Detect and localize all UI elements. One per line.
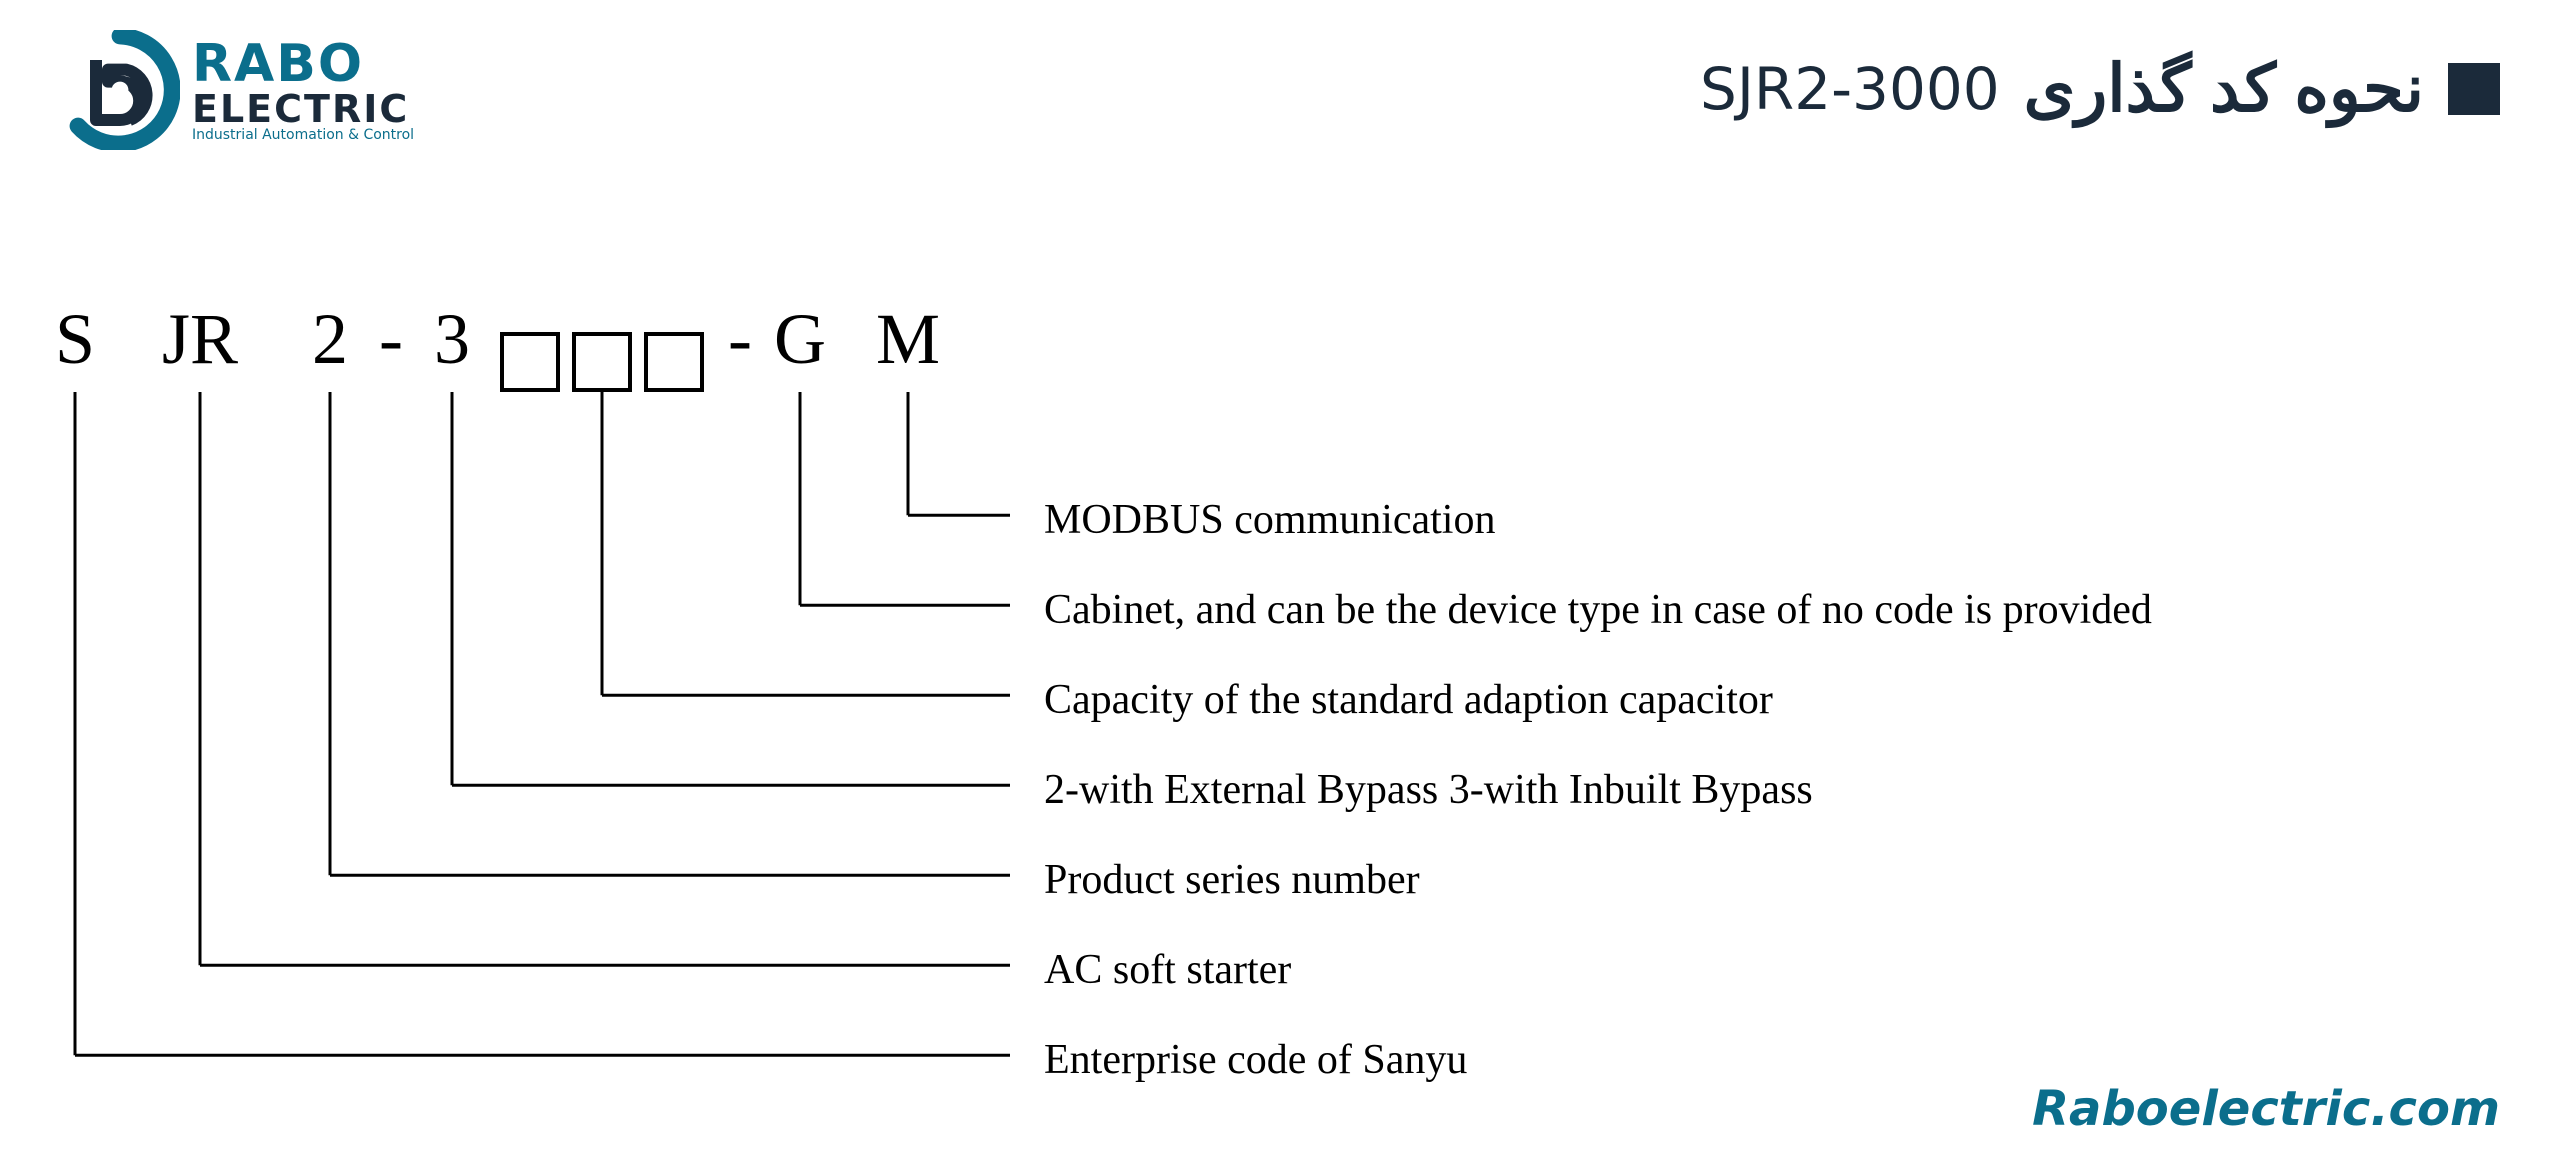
title-fa: نحوه کد گذاری xyxy=(2024,50,2424,127)
title-bullet-icon xyxy=(2448,63,2500,115)
code-box xyxy=(644,332,704,392)
desc-JR: AC soft starter xyxy=(1044,949,1291,991)
code-char-S: S xyxy=(55,298,95,381)
code-char-JR: JR xyxy=(162,298,238,381)
logo: RABO ELECTRIC Industrial Automation & Co… xyxy=(60,30,414,150)
desc-box2: Capacity of the standard adaption capaci… xyxy=(1044,679,1773,721)
code-box xyxy=(572,332,632,392)
desc-two: Product series number xyxy=(1044,859,1420,901)
code-box xyxy=(500,332,560,392)
logo-text: RABO ELECTRIC Industrial Automation & Co… xyxy=(192,38,414,142)
title: نحوه کد گذاری SJR2-3000 xyxy=(1700,50,2500,127)
code-char-M: M xyxy=(876,298,940,381)
logo-sub: ELECTRIC xyxy=(192,90,414,128)
logo-mark-icon xyxy=(60,30,180,150)
page-container: RABO ELECTRIC Industrial Automation & Co… xyxy=(0,0,2560,1167)
code-char-dash2: - xyxy=(728,298,752,381)
title-en: SJR2-3000 xyxy=(1700,55,2000,123)
desc-M: MODBUS communication xyxy=(1044,499,1495,541)
logo-tag: Industrial Automation & Control xyxy=(192,128,414,142)
desc-G: Cabinet, and can be the device type in c… xyxy=(1044,589,2152,631)
logo-name: RABO xyxy=(192,38,414,90)
desc-three: 2-with External Bypass 3-with Inbuilt By… xyxy=(1044,769,1813,811)
code-char-two: 2 xyxy=(312,298,348,381)
footer-watermark: Raboelectric.com xyxy=(2032,1081,2500,1137)
code-char-dash1: - xyxy=(379,298,403,381)
desc-S: Enterprise code of Sanyu xyxy=(1044,1039,1467,1081)
code-char-G: G xyxy=(774,298,826,381)
code-char-three: 3 xyxy=(434,298,470,381)
